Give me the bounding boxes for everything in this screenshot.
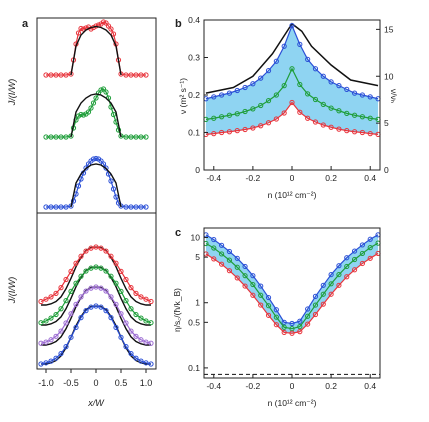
panel-b-xtick-label: 0.4 — [364, 173, 376, 183]
panel-b-ytick-label: 0.3 — [188, 53, 200, 63]
panel-b-xlabel: n (10¹² cm⁻²) — [268, 190, 317, 200]
panel-b: b -0.4 -0.2 0 0.2 0.4 0 0.1 0.2 0.3 0.4 0 5 10 15 ν (… — [175, 15, 399, 200]
panel-c-blue-line — [206, 235, 378, 324]
panel-c-xtick-label: 0.2 — [325, 381, 337, 391]
panel-a-bottom-ylabel: J/(I/W) — [7, 277, 17, 305]
panel-a-top-blue-line — [46, 159, 146, 208]
panel-a-xtick-label: -0.5 — [63, 378, 79, 388]
panel-b-ytick-right-label: 5 — [384, 118, 389, 128]
panel-b-ytick-label: 0 — [195, 165, 200, 175]
panel-a-label: a — [22, 18, 29, 30]
panel-b-xtick-label: 0 — [290, 173, 295, 183]
panel-a-xtick-label: 0 — [93, 378, 98, 388]
panel-b-xtick-label: -0.4 — [206, 173, 221, 183]
panel-b-ytick-label: 0.2 — [188, 90, 200, 100]
panel-a-xticks: -1.0 -0.5 0 0.5 1.0 — [38, 369, 152, 388]
panel-a-top-red-line — [46, 22, 146, 75]
panel-c-ylabel: η/s꜀/(ħ/k_B) — [172, 288, 182, 332]
panel-b-ytick-right-label: 15 — [384, 24, 394, 34]
panel-c-xtick-label: 0.4 — [364, 381, 376, 391]
panel-a-xtick-label: 1.0 — [140, 378, 153, 388]
panel-c-ytick-label: 0.1 — [188, 363, 200, 373]
panel-c-xtick-label: 0 — [290, 381, 295, 391]
panel-a-xlabel: x/W — [87, 398, 105, 408]
panel-b-ylabel-right: ν/νₕ — [389, 89, 399, 104]
panel-c-xlabel: n (10¹² cm⁻²) — [268, 398, 317, 408]
panel-b-label: b — [175, 18, 182, 30]
panel-b-plot: -0.4 -0.2 0 0.2 0.4 0 0.1 0.2 0.3 0.4 0 5 10 15 — [188, 15, 394, 183]
panel-c-frame — [204, 228, 380, 378]
panel-b-xtick-label: 0.2 — [325, 173, 337, 183]
panel-b-ytick-right-label: 0 — [384, 165, 389, 175]
panel-b-ylabel: ν (m² s⁻¹) — [178, 78, 188, 114]
panel-c-ytick-label: 0.5 — [188, 317, 200, 327]
panel-c-xtick-label: -0.2 — [246, 381, 261, 391]
panel-c-band — [206, 235, 378, 333]
panel-a-xtick-label: -1.0 — [38, 378, 54, 388]
panel-c-xtick-label: -0.4 — [206, 381, 221, 391]
panel-c-label: c — [175, 227, 181, 239]
panel-a-xtick-label: 0.5 — [115, 378, 128, 388]
panel-c-ytick-label: 5 — [195, 252, 200, 262]
panel-a-bottom-red-line — [41, 247, 151, 302]
panel-c-plot: -0.4 -0.2 0 0.2 0.4 0.1 0.5 1 5 10 — [188, 228, 380, 391]
panel-a-bottom-frame — [37, 213, 156, 369]
panel-b-ytick-label: 0.4 — [188, 15, 200, 25]
panel-a-top-plot — [44, 20, 148, 209]
panel-b-ytick-label: 0.1 — [188, 128, 200, 138]
panel-a-top-ylabel: J/(I/W) — [7, 79, 17, 107]
panel-c: c -0.4 -0.2 0 0.2 0.4 0.1 0.5 1 5 10 η/s꜀/(ħ/k_B)… — [172, 227, 380, 408]
panel-a: a J/(I/W) J/(I/W) -1.0 -0.5 0 0.5 1.0 x/W — [7, 18, 156, 408]
panel-a-bottom-theory-line — [41, 247, 151, 305]
panel-b-xtick-label: -0.2 — [246, 173, 261, 183]
panel-c-ytick-label: 10 — [191, 233, 201, 243]
panel-a-bottom-plot — [39, 245, 153, 366]
panel-c-ytick-label: 1 — [195, 298, 200, 308]
panel-a-top-frame — [37, 18, 156, 213]
panel-b-ytick-right-label: 10 — [384, 71, 394, 81]
